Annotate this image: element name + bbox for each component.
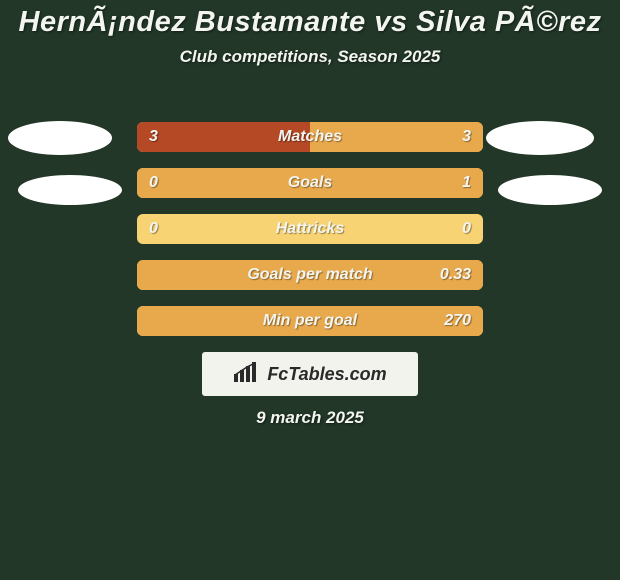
branding-text: FcTables.com bbox=[267, 364, 386, 385]
stat-label: Matches bbox=[137, 128, 483, 146]
player-photo-left-1 bbox=[8, 121, 112, 155]
stat-row: 00Hattricks bbox=[137, 214, 483, 244]
page-title: HernÃ¡ndez Bustamante vs Silva PÃ©rez bbox=[0, 0, 620, 39]
stat-label: Hattricks bbox=[137, 220, 483, 238]
stat-label: Goals per match bbox=[137, 266, 483, 284]
stat-bars: 33Matches 01Goals 00Hattricks 0.33Goals per… bbox=[137, 122, 483, 336]
stat-label: Goals bbox=[137, 174, 483, 192]
stat-label: Min per goal bbox=[137, 312, 483, 330]
player-photo-right-1 bbox=[486, 121, 594, 155]
player-photo-left-2 bbox=[18, 175, 122, 205]
date-label: 9 march 2025 bbox=[0, 408, 620, 428]
stat-row: 01Goals bbox=[137, 168, 483, 198]
comparison-card: HernÃ¡ndez Bustamante vs Silva PÃ©rez Cl… bbox=[0, 0, 620, 580]
bars-trend-icon bbox=[233, 362, 261, 387]
stat-row: 33Matches bbox=[137, 122, 483, 152]
subtitle: Club competitions, Season 2025 bbox=[0, 47, 620, 67]
stat-row: 270Min per goal bbox=[137, 306, 483, 336]
branding-box: FcTables.com bbox=[202, 352, 418, 396]
stat-row: 0.33Goals per match bbox=[137, 260, 483, 290]
player-photo-right-2 bbox=[498, 175, 602, 205]
